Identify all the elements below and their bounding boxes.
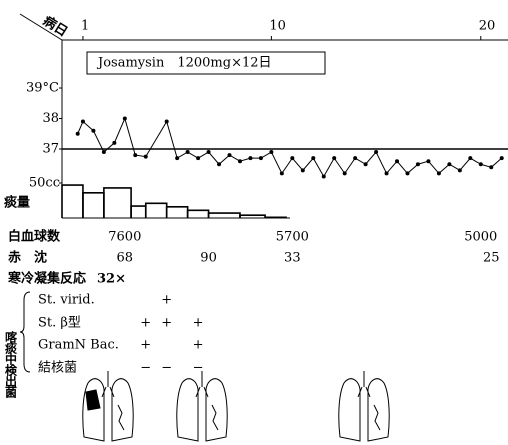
culture-label: St. β型 <box>38 316 81 331</box>
lab-value: 32× <box>97 272 126 287</box>
culture-result: + <box>161 293 172 308</box>
temperature-point <box>416 162 420 166</box>
lab-value: 90 <box>200 251 217 266</box>
temperature-point <box>479 162 483 166</box>
culture-result: + <box>161 316 172 331</box>
temperature-point <box>207 150 211 154</box>
lab-label: 赤 沈 <box>8 250 47 266</box>
sputum-label: 痰量 <box>4 195 30 211</box>
temperature-point <box>426 159 430 163</box>
culture-result: + <box>193 316 204 331</box>
temperature-point <box>76 132 80 136</box>
temperature-point <box>91 129 95 133</box>
temperature-point <box>186 150 190 154</box>
lab-value: 5000 <box>464 230 497 245</box>
sputum-step <box>265 217 286 218</box>
lab-value: 5700 <box>276 230 309 245</box>
culture-bracket <box>20 292 30 372</box>
temperature-point <box>102 150 106 154</box>
temperature-point <box>500 156 504 160</box>
x-tick-label: 10 <box>269 19 286 34</box>
temperature-point <box>385 171 389 175</box>
sputum-step <box>146 203 167 218</box>
temperature-point <box>343 171 347 175</box>
temperature-point <box>332 156 336 160</box>
drug-label: Josamysin 1200mg×12日 <box>96 56 272 71</box>
temperature-point <box>374 150 378 154</box>
temperature-point <box>238 159 242 163</box>
culture-result: + <box>140 316 151 331</box>
temperature-point <box>489 165 493 169</box>
temperature-point <box>395 159 399 163</box>
culture-result: + <box>193 338 204 353</box>
lab-label: 白血球数 <box>8 229 61 245</box>
x-tick-label: 1 <box>81 19 89 34</box>
temperature-point <box>269 150 273 154</box>
lab-value: 25 <box>483 251 500 266</box>
y-tick-label: 37 <box>42 142 59 157</box>
temperature-point <box>81 120 85 124</box>
sputum-step <box>104 188 131 218</box>
temperature-point <box>165 120 169 124</box>
x-tick-label: 20 <box>479 19 496 34</box>
culture-result: − <box>140 361 151 376</box>
temperature-line <box>78 119 502 177</box>
culture-title: 喀痰中検出菌 <box>4 330 18 399</box>
culture-label: GramN Bac. <box>38 338 119 353</box>
culture-label: 結核菌 <box>38 361 77 376</box>
culture-result: − <box>193 361 204 376</box>
temperature-point <box>259 156 263 160</box>
temperature-point <box>468 156 472 160</box>
temperature-point <box>353 156 357 160</box>
temperature-point <box>458 168 462 172</box>
lab-value: 33 <box>284 251 301 266</box>
chart: 病日 Josamysin 1200mg×12日 痰量 喀痰中検出菌 110203… <box>0 0 508 445</box>
temperature-point <box>217 162 221 166</box>
temperature-point <box>290 156 294 160</box>
culture-result: − <box>161 361 172 376</box>
temperature-point <box>112 141 116 145</box>
temperature-point <box>123 117 127 121</box>
temperature-point <box>322 174 326 178</box>
temperature-point <box>405 171 409 175</box>
temperature-point <box>437 171 441 175</box>
lung-drawing <box>83 371 389 441</box>
temperature-point <box>228 153 232 157</box>
sputum-step <box>131 206 146 218</box>
lab-value: 68 <box>117 251 134 266</box>
culture-result: + <box>140 338 151 353</box>
culture-label: St. virid. <box>38 293 95 308</box>
temperature-point <box>133 153 137 157</box>
temperature-point <box>447 162 451 166</box>
temperature-point <box>301 168 305 172</box>
y-tick-label: 50cc <box>29 176 60 191</box>
sputum-step <box>188 210 209 218</box>
temperature-point <box>248 156 252 160</box>
sputum-step <box>167 207 188 218</box>
sputum-step <box>62 185 83 218</box>
lab-label: 寒冷凝集反応 <box>7 271 86 287</box>
sputum-step <box>83 193 104 218</box>
temperature-point <box>311 156 315 160</box>
y-tick-label: 38 <box>42 111 59 126</box>
lab-value: 7600 <box>108 230 141 245</box>
temperature-point <box>175 156 179 160</box>
y-tick-label: 39°C <box>26 81 59 96</box>
temperature-point <box>364 162 368 166</box>
sputum-step <box>209 213 240 218</box>
temperature-point <box>280 171 284 175</box>
temperature-point <box>144 155 148 159</box>
temperature-point <box>196 156 200 160</box>
